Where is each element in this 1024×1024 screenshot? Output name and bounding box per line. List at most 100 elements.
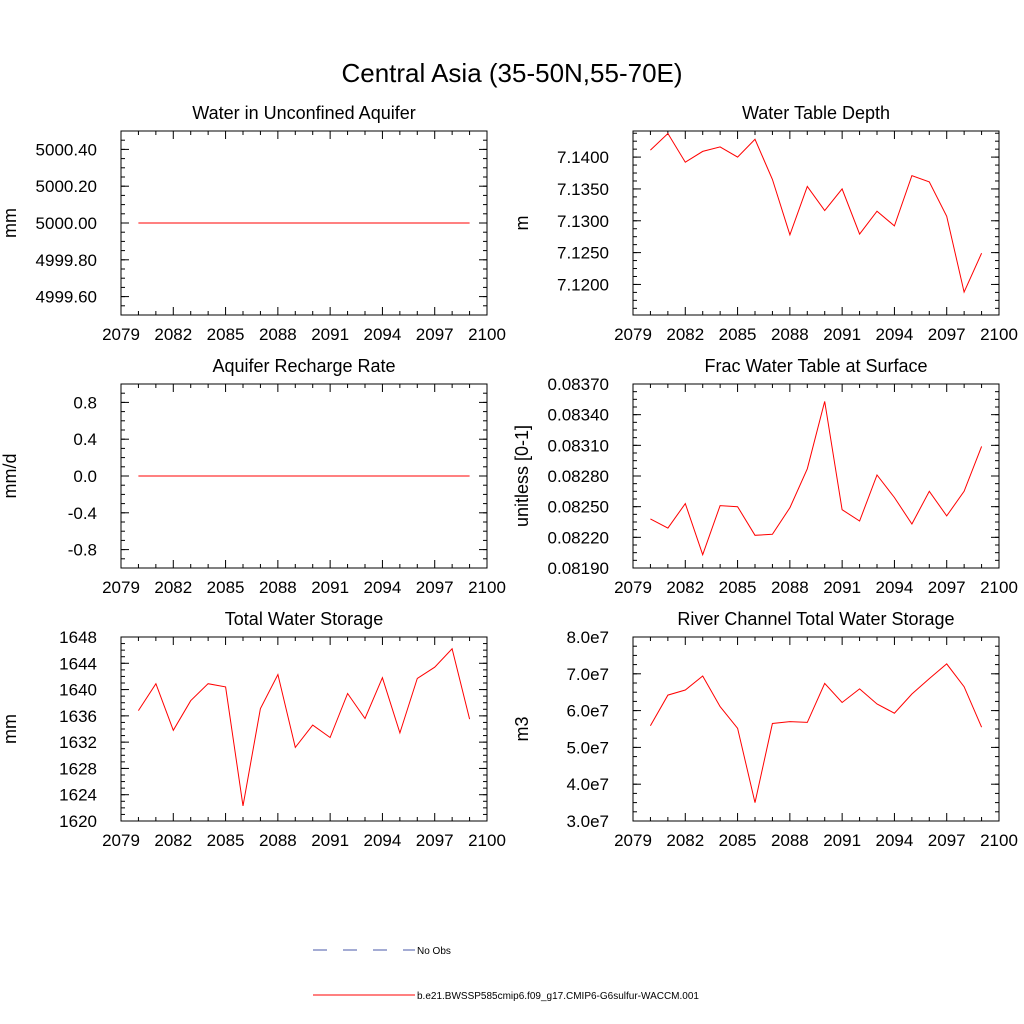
y-tick-label: 1628 — [59, 759, 97, 778]
y-tick-label: -0.4 — [68, 504, 97, 523]
x-tick-label: 2082 — [666, 578, 704, 597]
y-tick-label: 1632 — [59, 733, 97, 752]
x-tick-label: 2100 — [468, 831, 506, 850]
y-tick-label: 5000.00 — [36, 214, 97, 233]
panel-4: Frac Water Table at Surface unitless [0-1… — [512, 356, 1018, 597]
y-axis-label: m3 — [512, 716, 532, 741]
y-tick-label: 0.08310 — [548, 436, 609, 455]
series-line — [137, 647, 471, 806]
x-tick-label: 2094 — [876, 831, 914, 850]
x-tick-label: 2088 — [259, 578, 297, 597]
y-tick-label: 0.4 — [73, 430, 97, 449]
x-tick-label: 2088 — [771, 578, 809, 597]
panel-1: Water in Unconfined Aquifer mm 2079 2082 208… — [0, 103, 506, 344]
panel-title: Total Water Storage — [225, 609, 383, 629]
plot-frame — [632, 130, 1000, 316]
x-tick-label: 2091 — [311, 578, 349, 597]
x-tick-label: 2085 — [207, 831, 245, 850]
plot-frame — [632, 636, 1000, 822]
y-tick-label: 0.8 — [73, 393, 97, 412]
x-tick-label: 2097 — [416, 831, 454, 850]
x-tick-label: 2079 — [614, 325, 652, 344]
y-tick-label: 0.08250 — [548, 498, 609, 517]
y-axis-label: mm — [0, 208, 20, 238]
y-tick-label: 0.08370 — [548, 375, 609, 394]
y-tick-label: -0.8 — [68, 541, 97, 560]
y-tick-label: 1640 — [59, 681, 97, 700]
y-axis-label: mm/d — [0, 454, 20, 499]
x-tick-label: 2091 — [311, 325, 349, 344]
x-tick-label: 2100 — [468, 578, 506, 597]
x-tick-label: 2094 — [364, 325, 402, 344]
y-tick-label: 1636 — [59, 707, 97, 726]
y-tick-label: 5000.20 — [36, 177, 97, 196]
x-tick-label: 2091 — [823, 578, 861, 597]
x-tick-label: 2100 — [980, 325, 1018, 344]
x-tick-label: 2091 — [823, 325, 861, 344]
y-axis-label: unitless [0-1] — [512, 425, 532, 527]
y-tick-label: 1620 — [59, 812, 97, 831]
series-line — [650, 401, 983, 557]
x-tick-label: 2085 — [719, 325, 757, 344]
y-tick-label: 4999.60 — [36, 288, 97, 307]
x-tick-label: 2088 — [771, 325, 809, 344]
legend: No Obs b.e21.BWSSP585cmip6.f09_g17.CMIP6… — [313, 946, 699, 1002]
x-tick-label: 2094 — [364, 831, 402, 850]
x-tick-label: 2085 — [719, 831, 757, 850]
x-tick-label: 2088 — [771, 831, 809, 850]
y-axis-label: m — [512, 216, 532, 231]
x-tick-label: 2094 — [876, 325, 914, 344]
x-tick-label: 2082 — [154, 325, 192, 344]
y-tick-label: 1648 — [59, 628, 97, 647]
y-tick-label: 0.08340 — [548, 406, 609, 425]
y-tick-label: 6.0e7 — [566, 702, 609, 721]
y-tick-label: 5.0e7 — [566, 738, 609, 757]
x-tick-label: 2097 — [928, 325, 966, 344]
x-tick-label: 2079 — [614, 578, 652, 597]
panel-2: Water Table Depth m 2079 2082 2085 2088 2091 20… — [512, 103, 1018, 344]
x-tick-label: 2085 — [207, 578, 245, 597]
panel-title: River Channel Total Water Storage — [677, 609, 954, 629]
x-tick-label: 2097 — [416, 325, 454, 344]
x-tick-label: 2097 — [416, 578, 454, 597]
x-tick-label: 2085 — [719, 578, 757, 597]
y-tick-label: 7.1300 — [557, 212, 609, 231]
y-tick-label: 1644 — [59, 654, 97, 673]
x-tick-label: 2100 — [468, 325, 506, 344]
panel-title: Frac Water Table at Surface — [704, 356, 927, 376]
figure-title: Central Asia (35-50N,55-70E) — [341, 58, 682, 88]
x-tick-label: 2079 — [102, 831, 140, 850]
y-axis-label: mm — [0, 714, 20, 744]
y-tick-label: 5000.40 — [36, 140, 97, 159]
y-tick-label: 0.08220 — [548, 528, 609, 547]
y-tick-label: 7.1350 — [557, 180, 609, 199]
x-tick-label: 2079 — [102, 325, 140, 344]
legend-label-no-obs: No Obs — [417, 946, 451, 957]
y-tick-label: 7.0e7 — [566, 665, 609, 684]
panel-title: Water in Unconfined Aquifer — [192, 103, 415, 123]
y-tick-label: 3.0e7 — [566, 812, 609, 831]
panel-6: River Channel Total Water Storage m3 2079 2… — [512, 609, 1018, 850]
plot-frame — [120, 636, 488, 822]
panels: Water in Unconfined Aquifer mm 2079 2082 208… — [0, 103, 1018, 850]
panel-title: Water Table Depth — [742, 103, 890, 123]
y-tick-label: 7.1400 — [557, 148, 609, 167]
y-tick-label: 0.08190 — [548, 559, 609, 578]
legend-label-model: b.e21.BWSSP585cmip6.f09_g17.CMIP6-G6sulf… — [417, 991, 699, 1002]
x-tick-label: 2082 — [666, 325, 704, 344]
x-tick-label: 2094 — [876, 578, 914, 597]
y-tick-label: 4999.80 — [36, 251, 97, 270]
x-tick-label: 2097 — [928, 831, 966, 850]
x-tick-label: 2097 — [928, 578, 966, 597]
plot-frame — [632, 383, 1000, 569]
x-tick-label: 2088 — [259, 325, 297, 344]
panel-3: Aquifer Recharge Rate mm/d 2079 2082 2085 208… — [0, 356, 506, 597]
series-line — [650, 132, 983, 294]
x-tick-label: 2100 — [980, 831, 1018, 850]
y-tick-label: 0.0 — [73, 467, 97, 486]
x-tick-label: 2100 — [980, 578, 1018, 597]
y-tick-label: 4.0e7 — [566, 775, 609, 794]
x-tick-label: 2082 — [154, 831, 192, 850]
x-tick-label: 2082 — [666, 831, 704, 850]
